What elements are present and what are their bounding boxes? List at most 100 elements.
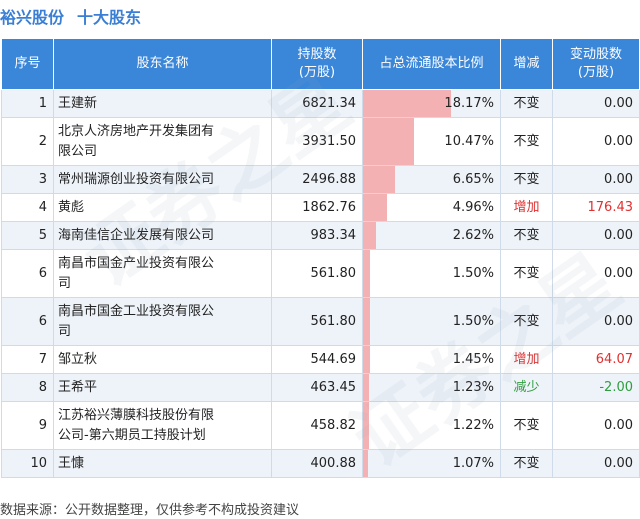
cell-ratio: 1.22%: [362, 401, 501, 450]
ratio-bar: [363, 298, 371, 345]
cell-ratio: 2.62%: [362, 221, 501, 250]
cell-shares: 463.45: [271, 373, 363, 402]
ratio-bar: [363, 374, 369, 401]
cell-delta: 176.43: [552, 193, 640, 222]
cell-shareholder-name: 邹立秋: [53, 345, 272, 374]
cell-shareholder-name: 常州瑞源创业投资有限公司: [53, 165, 272, 194]
cell-rank: 3: [1, 165, 54, 194]
cell-ratio: 4.96%: [362, 193, 501, 222]
cell-rank: 5: [1, 221, 54, 250]
cell-delta: 0.00: [552, 249, 640, 298]
cell-delta: 0.00: [552, 117, 640, 166]
cell-delta: 0.00: [552, 165, 640, 194]
cell-rank: 1: [1, 89, 54, 118]
table-row: 10 王慷 400.88 1.07% 不变 0.00: [1, 449, 640, 478]
cell-delta: 0.00: [552, 89, 640, 118]
col-header-shares: 持股数 (万股): [271, 39, 363, 90]
cell-shares: 400.88: [271, 449, 363, 478]
cell-shares: 544.69: [271, 345, 363, 374]
cell-delta: 0.00: [552, 221, 640, 250]
table-row: 1 王建新 6821.34 18.17% 不变 0.00: [1, 89, 640, 118]
cell-rank: 4: [1, 193, 54, 222]
cell-shares: 561.80: [271, 249, 363, 298]
cell-change: 不变: [500, 165, 553, 194]
table-row: 9 江苏裕兴薄膜科技股份有限 公司-第六期员工持股计划 458.82 1.22% 不变 0.…: [1, 401, 640, 450]
col-header-name: 股东名称: [53, 39, 272, 90]
ratio-bar: [363, 250, 371, 297]
col-header-delta: 变动股数 (万股): [552, 39, 640, 90]
table-row: 2 北京人济房地产开发集团有 限公司 3931.50 10.47% 不变 0.00: [1, 117, 640, 166]
cell-shareholder-name: 北京人济房地产开发集团有 限公司: [53, 117, 272, 166]
cell-shares: 2496.88: [271, 165, 363, 194]
table-row: 4 黄彪 1862.76 4.96% 增加 176.43: [1, 193, 640, 222]
cell-rank: 2: [1, 117, 54, 166]
cell-change: 不变: [500, 221, 553, 250]
ratio-bar: [363, 402, 369, 449]
cell-ratio: 1.50%: [362, 297, 501, 346]
ratio-bar: [363, 222, 376, 249]
cell-shareholder-name: 江苏裕兴薄膜科技股份有限 公司-第六期员工持股计划: [53, 401, 272, 450]
cell-shareholder-name: 南昌市国金产业投资有限公司: [53, 249, 272, 298]
ratio-label: 1.45%: [452, 351, 494, 367]
cell-delta: 0.00: [552, 297, 640, 346]
cell-ratio: 1.45%: [362, 345, 501, 374]
ratio-label: 18.17%: [444, 95, 494, 111]
ratio-bar: [363, 450, 369, 477]
ratio-label: 1.50%: [452, 265, 494, 281]
cell-shares: 6821.34: [271, 89, 363, 118]
ratio-label: 2.62%: [452, 227, 494, 243]
cell-ratio: 1.50%: [362, 249, 501, 298]
cell-change: 减少: [500, 373, 553, 402]
cell-shares: 983.34: [271, 221, 363, 250]
table-row: 5 海南佳信企业发展有限公司 983.34 2.62% 不变 0.00: [1, 221, 640, 250]
ratio-label: 10.47%: [444, 133, 494, 149]
cell-shareholder-name: 王希平: [53, 373, 272, 402]
table-row: 6 南昌市国金产业投资有限公司 561.80 1.50% 不变 0.00: [1, 249, 640, 298]
ratio-label: 1.50%: [452, 313, 494, 329]
ratio-bar: [363, 166, 396, 193]
cell-delta: -2.00: [552, 373, 640, 402]
cell-delta: 0.00: [552, 401, 640, 450]
cell-shares: 3931.50: [271, 117, 363, 166]
cell-rank: 7: [1, 345, 54, 374]
cell-change: 不变: [500, 117, 553, 166]
ratio-label: 1.07%: [452, 455, 494, 471]
cell-change: 不变: [500, 401, 553, 450]
stock-name: 裕兴股份: [0, 8, 65, 27]
col-header-rank: 序号: [1, 39, 54, 90]
col-header-ratio: 占总流通股本比例: [362, 39, 501, 90]
col-header-change: 增减: [500, 39, 553, 90]
cell-rank: 10: [1, 449, 54, 478]
ratio-bar: [363, 194, 387, 221]
cell-change: 不变: [500, 249, 553, 298]
source-footer: 数据来源：公开数据整理，仅供参考不构成投资建议: [0, 503, 300, 518]
table-row: 3 常州瑞源创业投资有限公司 2496.88 6.65% 不变 0.00: [1, 165, 640, 194]
ratio-label: 6.65%: [452, 171, 494, 187]
shareholder-table-wrap: 序号 股东名称 持股数 (万股) 占总流通股本比例 增减 变动股数 (万股) 1 王建…: [1, 39, 640, 478]
shareholder-table: 序号 股东名称 持股数 (万股) 占总流通股本比例 增减 变动股数 (万股) 1 王建…: [1, 39, 640, 478]
cell-ratio: 6.65%: [362, 165, 501, 194]
cell-rank: 9: [1, 401, 54, 450]
cell-shares: 458.82: [271, 401, 363, 450]
cell-shareholder-name: 王建新: [53, 89, 272, 118]
cell-shares: 1862.76: [271, 193, 363, 222]
cell-delta: 0.00: [552, 449, 640, 478]
cell-shareholder-name: 海南佳信企业发展有限公司: [53, 221, 272, 250]
ratio-label: 1.23%: [452, 379, 494, 395]
cell-shareholder-name: 黄彪: [53, 193, 272, 222]
table-body: 1 王建新 6821.34 18.17% 不变 0.00 2 北京人济房地产开发集团有 限公司 3…: [1, 89, 640, 478]
table-row: 6 南昌市国金工业投资有限公司 561.80 1.50% 不变 0.00: [1, 297, 640, 346]
cell-ratio: 1.23%: [362, 373, 501, 402]
table-row: 8 王希平 463.45 1.23% 减少 -2.00: [1, 373, 640, 402]
cell-shares: 561.80: [271, 297, 363, 346]
ratio-bar: [363, 90, 451, 117]
cell-rank: 6: [1, 249, 54, 298]
cell-change: 不变: [500, 89, 553, 118]
cell-change: 不变: [500, 297, 553, 346]
ratio-bar: [363, 118, 414, 165]
cell-ratio: 18.17%: [362, 89, 501, 118]
section-title: 十大股东: [77, 8, 142, 27]
ratio-label: 1.22%: [452, 417, 494, 433]
cell-rank: 8: [1, 373, 54, 402]
cell-delta: 64.07: [552, 345, 640, 374]
